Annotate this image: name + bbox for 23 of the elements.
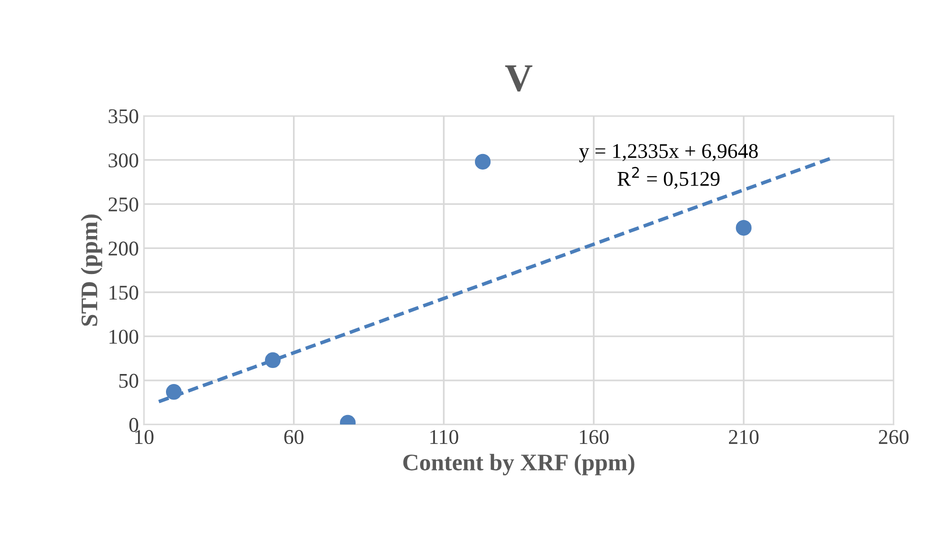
x-axis-title: Content by XRF (ppm) [403, 454, 634, 476]
annotation: y = 1,2335x + 6,9648 [579, 144, 758, 162]
point [736, 220, 752, 236]
x-tick-label: 110 [430, 430, 458, 444]
x-tick-label: 260 [878, 430, 908, 444]
y-tick-label: 50 [119, 374, 138, 388]
point [474, 154, 491, 170]
y-tick-label: 300 [108, 153, 138, 168]
y-axis-title: STD (ppm) [80, 214, 102, 326]
y-tick-label: 250 [108, 197, 138, 212]
y-tick-label: 200 [108, 242, 138, 256]
point [166, 384, 182, 400]
y-tick-label: 150 [110, 286, 138, 300]
y-tick-label: 100 [110, 330, 138, 344]
y-tick-label: 350 [108, 109, 138, 124]
x-tick-label: 210 [728, 430, 759, 444]
x-tick-label: 10 [135, 430, 154, 444]
point [264, 352, 281, 368]
chart-title: V [505, 65, 532, 92]
y-tick-label: 0 [129, 418, 138, 432]
x-tick-label: 160 [580, 430, 609, 444]
x-tick-label: 60 [284, 430, 304, 444]
annotation: R$^{2}$ = 0,5129 [618, 166, 720, 189]
